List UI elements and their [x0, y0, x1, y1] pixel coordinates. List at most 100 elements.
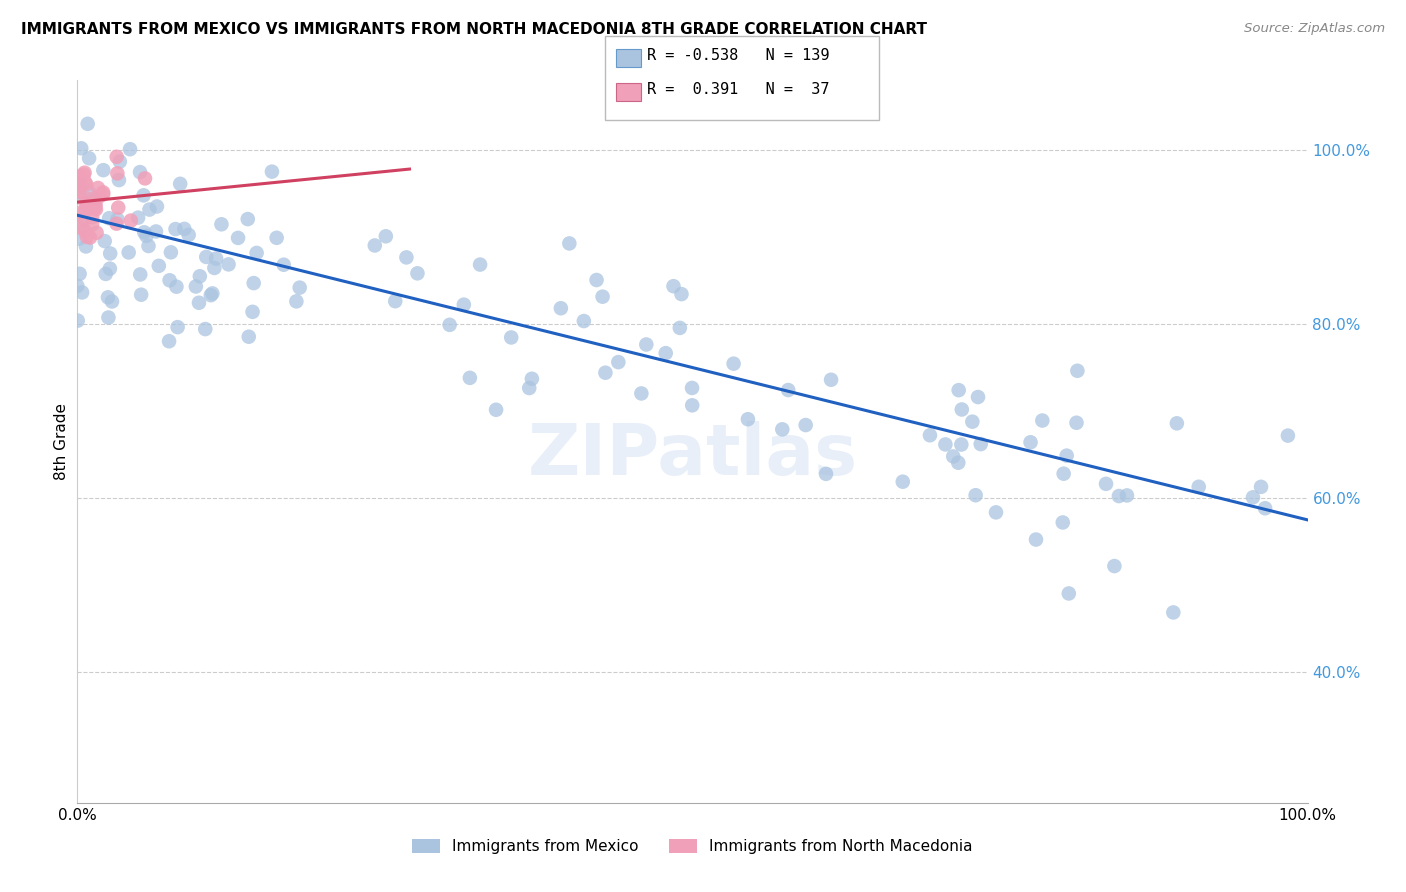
Point — [75, 203, 97, 218]
Point — [105, 217, 128, 231]
Point — [134, 225, 156, 239]
Point — [266, 231, 288, 245]
Point — [585, 273, 607, 287]
Point — [148, 259, 170, 273]
Point — [184, 279, 207, 293]
Point — [1052, 516, 1074, 530]
Point — [820, 373, 842, 387]
Point — [76, 196, 98, 211]
Point — [273, 258, 295, 272]
Point — [66, 173, 89, 187]
Point — [166, 279, 188, 293]
Point — [79, 230, 101, 244]
Point — [458, 371, 481, 385]
Point — [91, 186, 114, 200]
Text: R =  0.391   N =  37: R = 0.391 N = 37 — [647, 82, 830, 97]
Point — [66, 279, 89, 293]
Point — [948, 456, 970, 470]
Point — [66, 313, 89, 327]
Point — [794, 418, 817, 433]
Point — [76, 117, 98, 131]
Point — [558, 236, 581, 251]
Y-axis label: 8th Grade: 8th Grade — [53, 403, 69, 480]
Point — [236, 212, 259, 227]
Point — [97, 290, 120, 304]
Point — [66, 185, 89, 199]
Point — [238, 329, 260, 343]
Point — [118, 142, 141, 156]
Point — [1254, 501, 1277, 516]
Point — [138, 239, 160, 253]
Point — [1104, 559, 1126, 574]
Point — [67, 232, 90, 246]
Point — [918, 428, 941, 442]
Point — [965, 488, 987, 502]
Point — [200, 288, 222, 302]
Point — [1188, 480, 1211, 494]
Point — [942, 450, 965, 464]
Point — [226, 231, 249, 245]
Point — [984, 505, 1007, 519]
Point — [778, 383, 800, 397]
Point — [520, 372, 543, 386]
Point — [84, 199, 107, 213]
Point — [814, 467, 837, 481]
Point — [83, 201, 105, 215]
Point — [173, 222, 195, 236]
Point — [288, 280, 311, 294]
Point — [439, 318, 461, 332]
Point — [406, 266, 429, 280]
Point — [76, 230, 98, 244]
Point — [94, 267, 117, 281]
Point — [669, 321, 692, 335]
Point — [66, 171, 89, 186]
Point — [127, 211, 149, 225]
Point — [395, 251, 418, 265]
Point — [83, 192, 105, 206]
Point — [82, 211, 104, 225]
Point — [501, 330, 523, 344]
Point — [93, 234, 115, 248]
Point — [98, 261, 121, 276]
Point — [948, 383, 970, 397]
Point — [681, 398, 703, 412]
Point — [1095, 476, 1118, 491]
Point — [1163, 606, 1185, 620]
Point — [891, 475, 914, 489]
Point — [177, 227, 200, 242]
Point — [242, 305, 264, 319]
Point — [967, 390, 990, 404]
Point — [108, 154, 131, 169]
Point — [129, 268, 152, 282]
Point — [107, 201, 129, 215]
Point — [364, 238, 387, 252]
Point — [1019, 435, 1042, 450]
Point — [73, 212, 96, 227]
Point — [218, 257, 240, 271]
Point — [67, 220, 90, 235]
Point — [1031, 413, 1053, 427]
Point — [69, 267, 91, 281]
Point — [84, 202, 107, 217]
Point — [1116, 488, 1139, 502]
Point — [107, 212, 129, 227]
Point — [73, 166, 96, 180]
Point — [1057, 586, 1080, 600]
Point — [105, 166, 128, 180]
Point — [1108, 489, 1130, 503]
Point — [67, 184, 90, 198]
Point — [1053, 467, 1076, 481]
Point — [1056, 449, 1078, 463]
Point — [636, 337, 658, 351]
Point — [75, 196, 97, 211]
Point — [202, 260, 225, 275]
Point — [550, 301, 572, 316]
Point — [129, 287, 152, 301]
Point — [120, 213, 142, 227]
Point — [69, 189, 91, 203]
Point — [1066, 364, 1088, 378]
Point — [108, 173, 131, 187]
Point — [374, 229, 396, 244]
Point — [86, 226, 108, 240]
Point — [132, 188, 155, 202]
